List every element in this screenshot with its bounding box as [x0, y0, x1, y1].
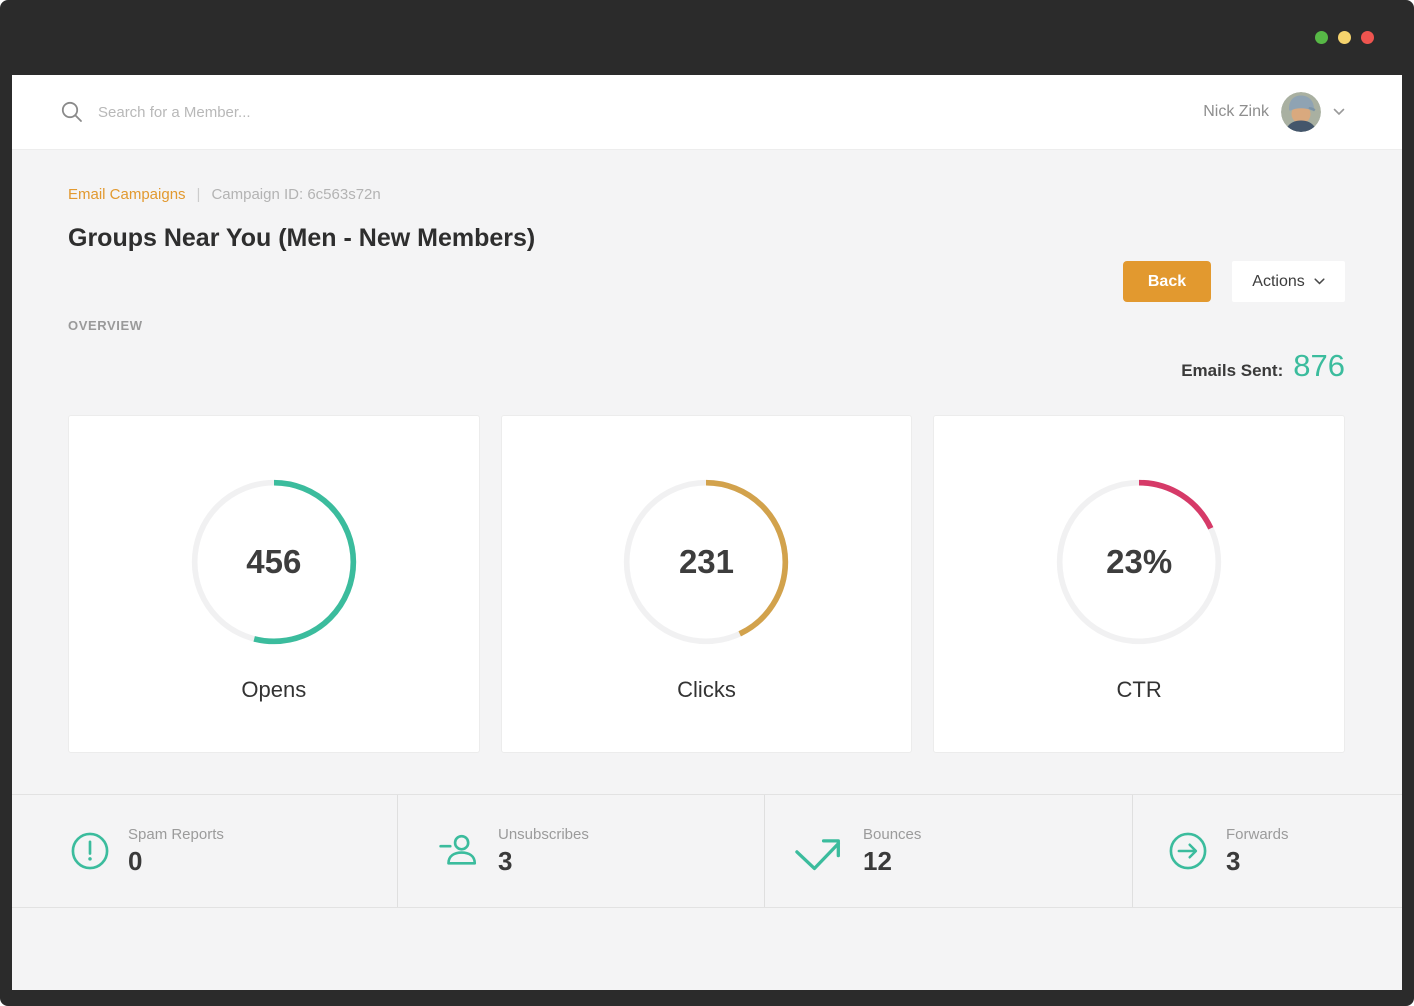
page-actions: Back Actions	[68, 261, 1345, 302]
section-label-overview: OVERVIEW	[68, 318, 143, 333]
metric-card-opens: 456 Opens	[68, 415, 480, 753]
back-button[interactable]: Back	[1123, 261, 1211, 302]
unsubscribe-person-icon	[439, 834, 477, 865]
actions-button-label: Actions	[1252, 272, 1305, 290]
stat-unsubscribes: Unsubscribes 3	[398, 795, 765, 907]
clicks-label: Clicks	[677, 677, 736, 702]
search-input[interactable]	[98, 103, 418, 121]
page-title: Groups Near You (Men - New Members)	[68, 224, 536, 252]
emails-sent: Emails Sent: 876	[68, 348, 1345, 388]
topbar: Nick Zink	[12, 75, 1402, 150]
stat-label: Bounces	[863, 825, 922, 843]
breadcrumb-email-campaigns[interactable]: Email Campaigns	[68, 185, 186, 203]
stat-value: 3	[1226, 845, 1241, 876]
clicks-value: 231	[678, 543, 735, 580]
traffic-light-green[interactable]	[1315, 31, 1328, 44]
opens-value: 456	[246, 543, 302, 580]
main-content: Email Campaigns | Campaign ID: 6c563s72n…	[12, 150, 1402, 753]
stat-label: Spam Reports	[128, 825, 224, 843]
stat-label: Forwards	[1226, 825, 1289, 843]
ctr-label: CTR	[1116, 677, 1162, 702]
stats-bar: Spam Reports 0 Unsubscribes 3	[12, 794, 1402, 908]
chevron-down-icon	[1314, 278, 1325, 285]
metric-cards: 456 Opens 231 Clicks	[68, 415, 1345, 753]
search-icon[interactable]	[60, 100, 84, 124]
metric-card-ctr: 23% CTR	[933, 415, 1345, 753]
traffic-lights	[1315, 31, 1374, 44]
bottom-filler	[12, 908, 1402, 990]
actions-button[interactable]: Actions	[1232, 261, 1345, 302]
user-menu[interactable]: Nick Zink	[1203, 92, 1345, 132]
stat-value: 3	[498, 845, 513, 876]
alert-circle-icon	[71, 832, 109, 870]
forward-circle-arrow-icon	[1169, 832, 1207, 870]
opens-label: Opens	[241, 677, 307, 702]
clicks-gauge: 231	[621, 477, 791, 647]
stat-value: 0	[128, 845, 143, 876]
user-name: Nick Zink	[1203, 103, 1269, 120]
app-surface: Nick Zink	[12, 75, 1402, 990]
stat-forwards: Forwards 3	[1133, 795, 1402, 907]
window-titlebar	[0, 0, 1414, 75]
traffic-light-yellow[interactable]	[1338, 31, 1351, 44]
metric-card-clicks: 231 Clicks	[500, 415, 913, 753]
breadcrumb-separator: |	[196, 185, 201, 203]
emails-sent-value: 876	[1293, 348, 1345, 383]
stat-spam-reports: Spam Reports 0	[12, 795, 398, 907]
ctr-value: 23%	[1106, 543, 1173, 580]
bounce-arrow-icon	[795, 839, 840, 871]
member-search	[60, 100, 1203, 124]
breadcrumb-campaign-id: Campaign ID: 6c563s72n	[211, 185, 381, 203]
chevron-down-icon	[1333, 108, 1345, 116]
avatar	[1281, 92, 1321, 132]
stat-value: 12	[863, 845, 892, 876]
breadcrumb: Email Campaigns | Campaign ID: 6c563s72n	[68, 184, 1345, 204]
stat-bounces: Bounces 12	[765, 795, 1133, 907]
stat-label: Unsubscribes	[498, 825, 589, 843]
emails-sent-label: Emails Sent:	[1181, 361, 1284, 380]
traffic-light-red[interactable]	[1361, 31, 1374, 44]
opens-gauge: 456	[189, 477, 359, 647]
ctr-gauge: 23%	[1054, 477, 1224, 647]
